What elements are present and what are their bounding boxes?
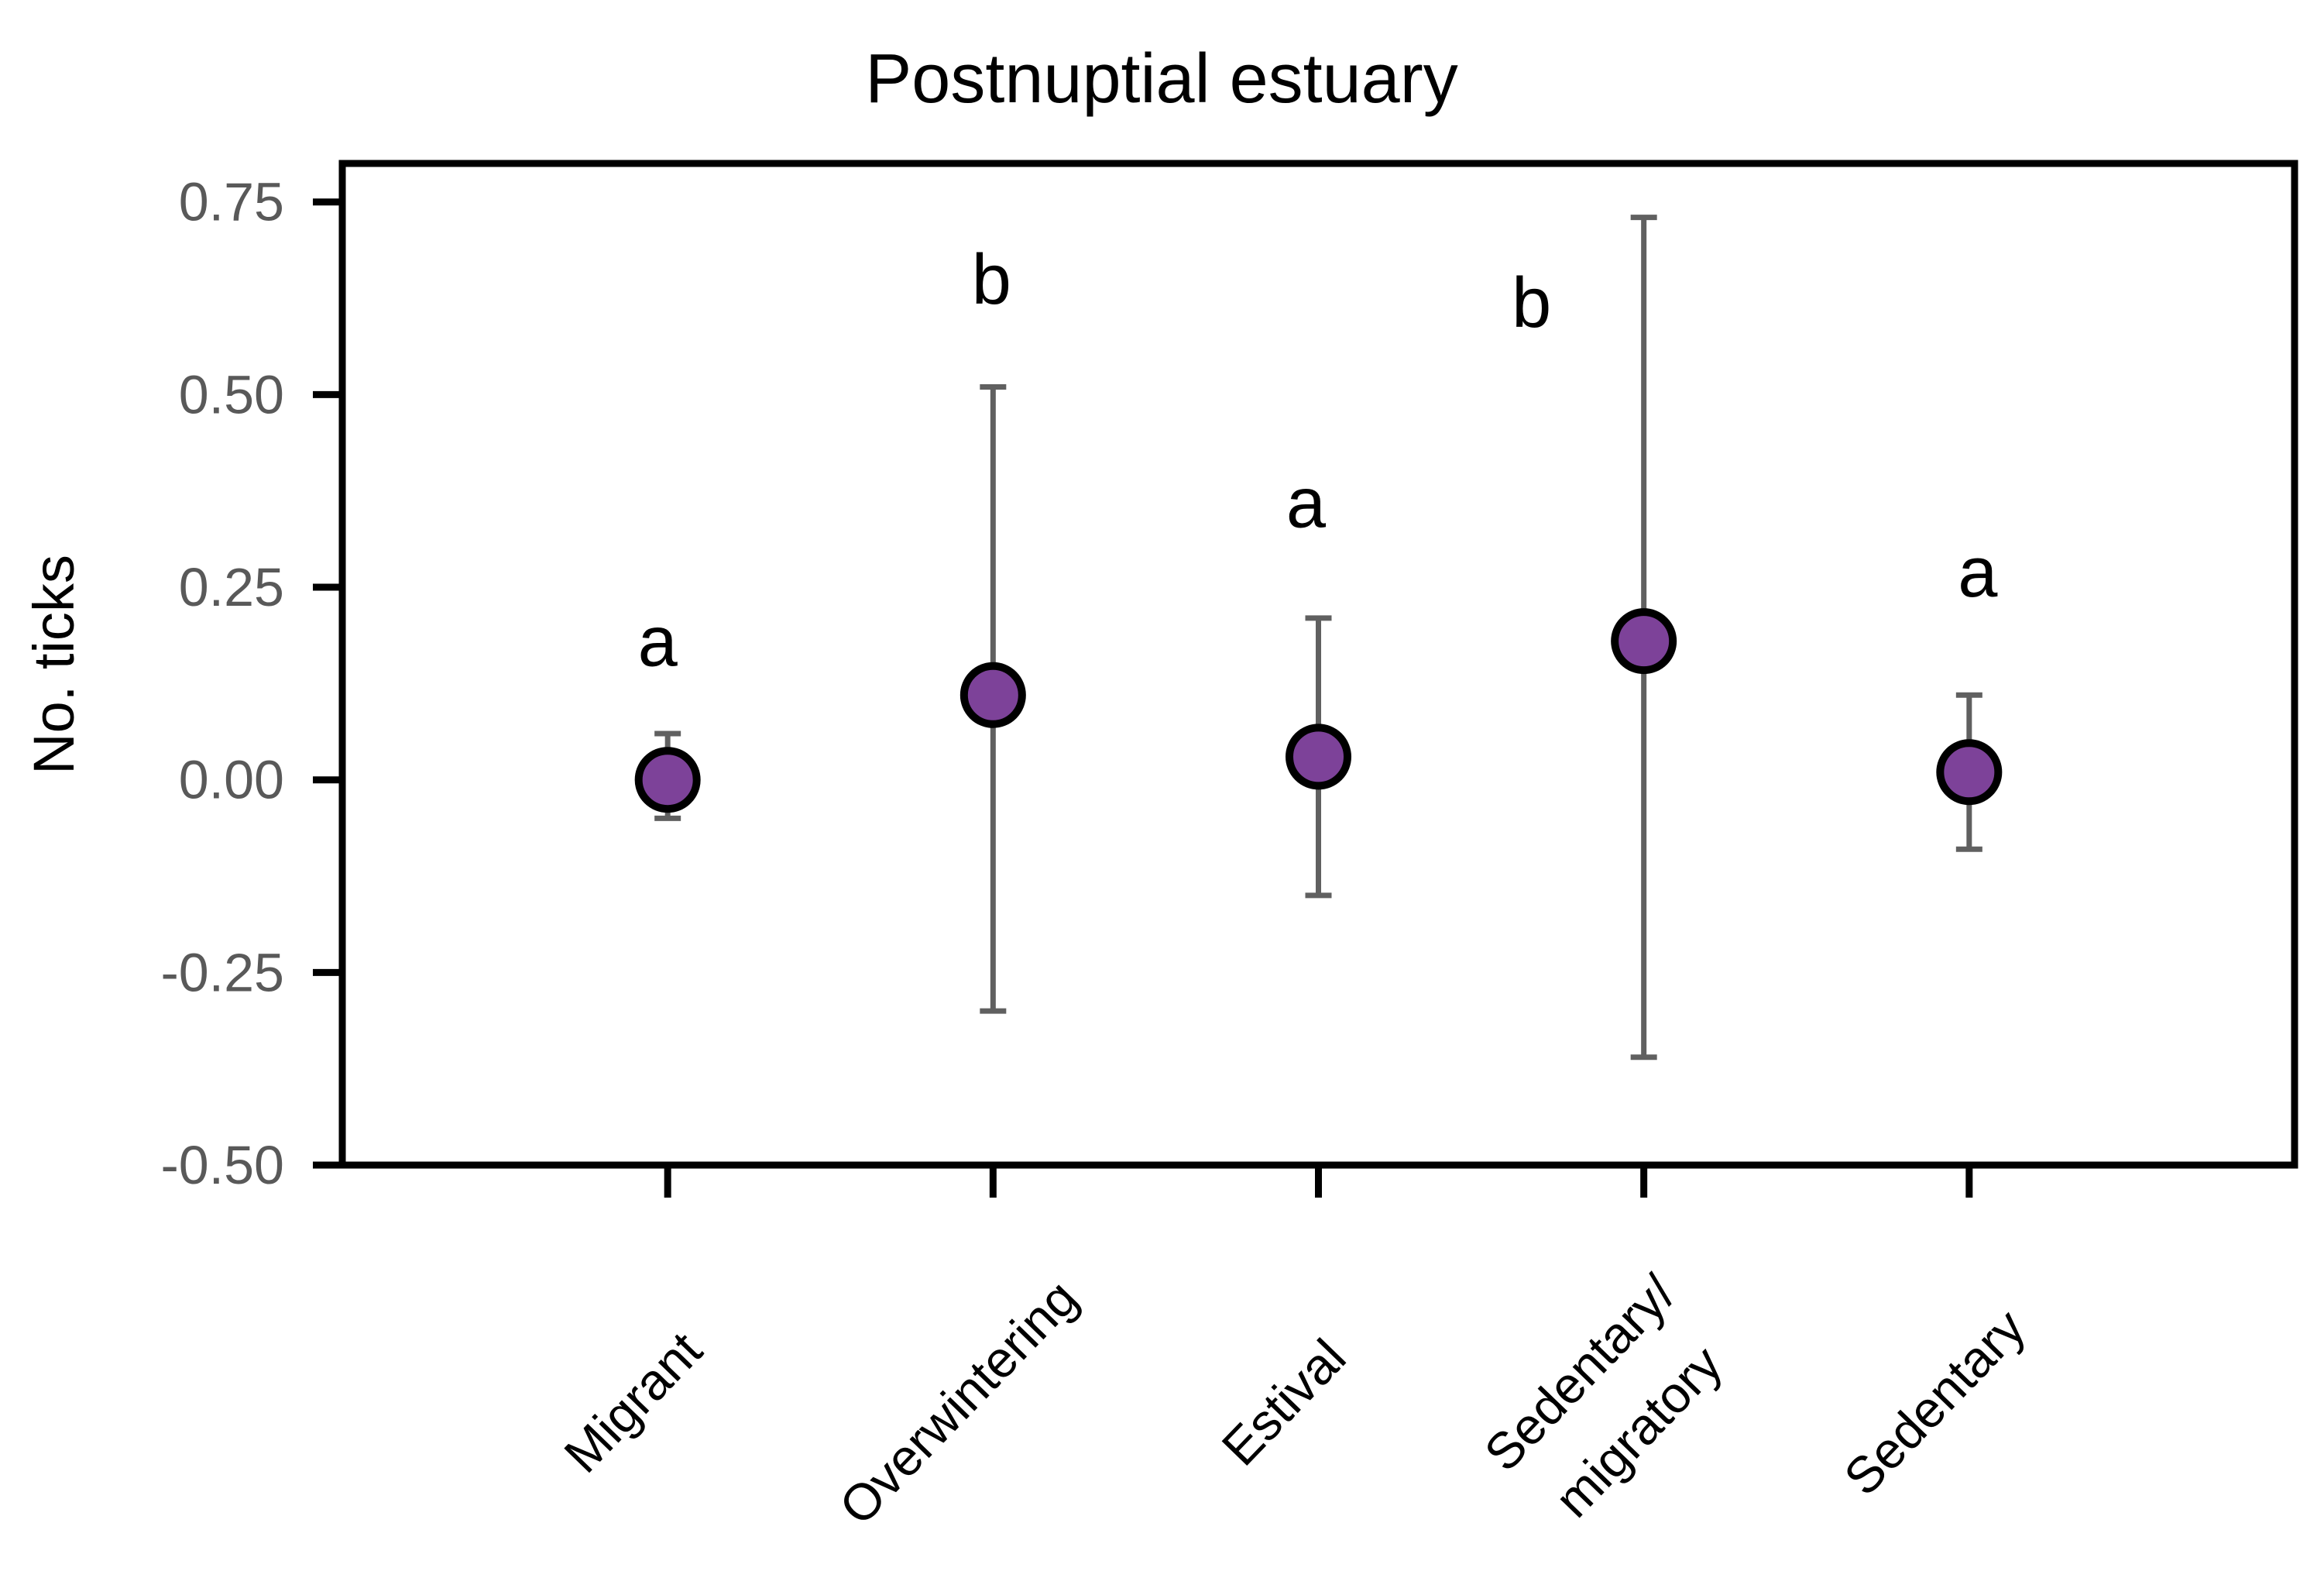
data-point-marker xyxy=(1936,739,2003,806)
chart-title: Postnuptial estuary xyxy=(865,40,1457,118)
x-category-label: Overwintering xyxy=(828,1269,1088,1535)
y-tick-label: -0.50 xyxy=(160,1135,284,1195)
significance-letter: a xyxy=(1958,533,1998,612)
y-tick-label: 0.00 xyxy=(179,750,284,810)
x-category-label: Migrant xyxy=(553,1321,712,1483)
y-tick-label: 0.25 xyxy=(179,557,284,617)
significance-letter: a xyxy=(1286,464,1327,543)
data-point-marker xyxy=(1286,724,1351,790)
y-tick-label: 0.50 xyxy=(179,364,284,425)
data-point-marker xyxy=(1611,608,1677,675)
x-category-label: Sedentary xyxy=(1833,1298,2036,1506)
plot-area: 0.75 0.50 0.25 0.00 -0.25 -0.50 a Migrant b Overw… xyxy=(160,160,2298,1535)
y-tick-label: 0.75 xyxy=(179,172,284,232)
x-category-label: Estival xyxy=(1210,1328,1356,1476)
data-point-marker xyxy=(634,747,701,813)
significance-letter: b xyxy=(972,240,1011,319)
significance-letter: b xyxy=(1512,263,1551,342)
data-point-marker xyxy=(959,662,1026,728)
significance-letter: a xyxy=(638,603,678,682)
y-axis-title: No. ticks xyxy=(22,555,86,775)
y-tick-label: -0.25 xyxy=(160,942,284,1002)
